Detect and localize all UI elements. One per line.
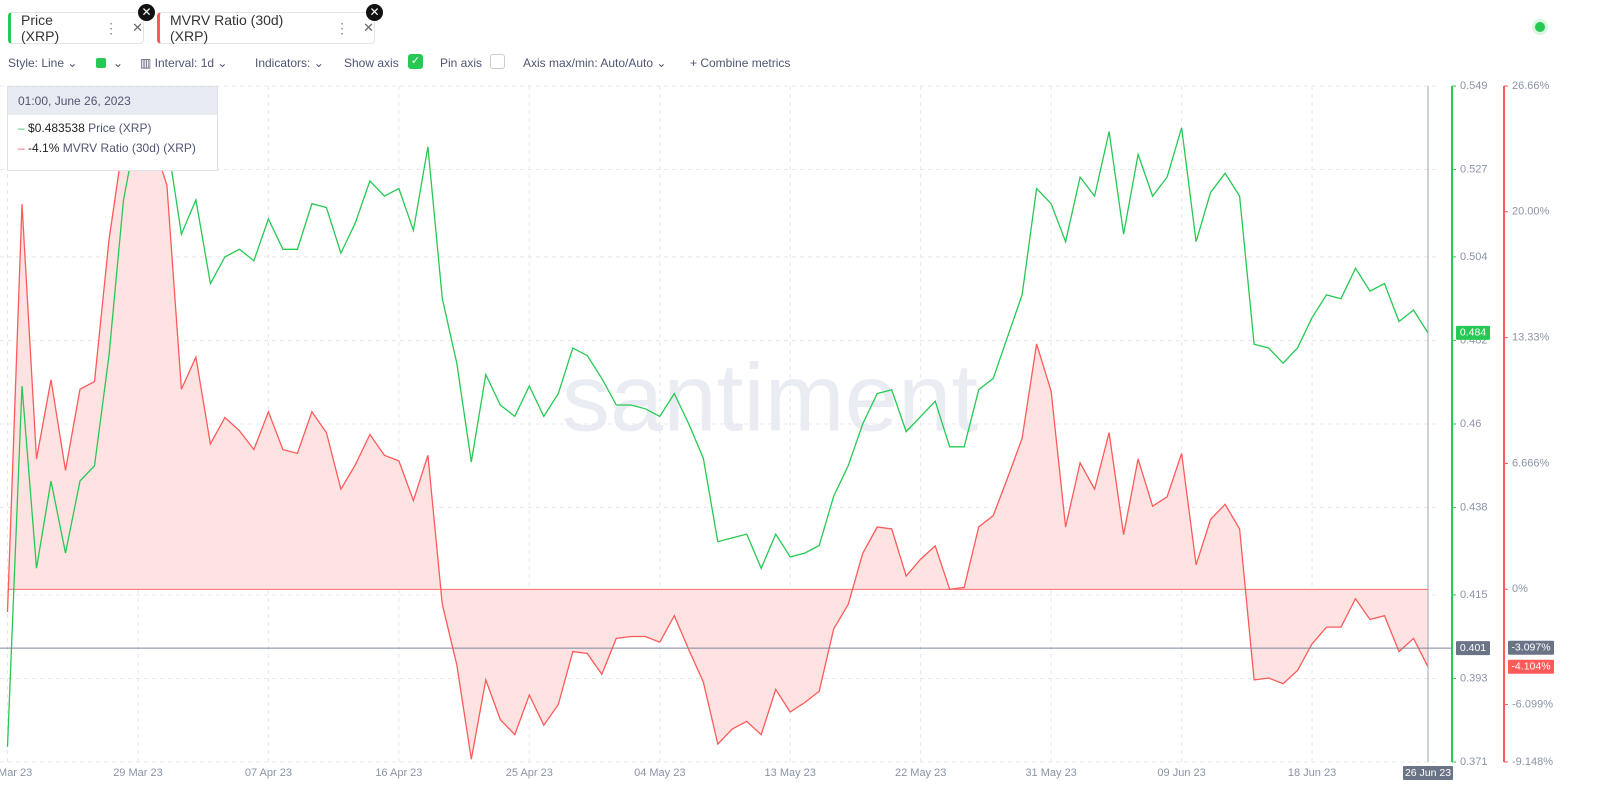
- last-value-label-bg: [1456, 325, 1490, 340]
- last-value-y2-label-bg: [1508, 659, 1554, 674]
- chip-label: MVRV Ratio (30d) (XRP): [170, 12, 284, 44]
- crosshair-x-label-bg: [1403, 766, 1453, 780]
- toolbar-label: Combine metrics: [700, 56, 791, 70]
- tooltip-value: -4.1%: [28, 141, 60, 155]
- toolbar-label: Interval: 1d: [154, 56, 215, 70]
- y-tick-label: 0.371: [1460, 756, 1488, 768]
- watermark: santiment: [562, 344, 978, 451]
- color-caret[interactable]: ⌄: [113, 56, 124, 70]
- area: [7, 111, 1428, 760]
- combine-metrics-button[interactable]: + Combine metrics: [690, 56, 791, 70]
- toolbar-label: Show axis: [344, 56, 399, 70]
- x-tick-label: 16 Apr 23: [375, 767, 422, 779]
- crosshair-x-label: 26 Jun 23: [1405, 767, 1451, 779]
- crosshair-y2-label-bg: [1508, 640, 1554, 655]
- x-tick-label: 20 Mar 23: [0, 767, 32, 779]
- tooltip-name: Price (XRP): [88, 121, 152, 135]
- toolbar-label: Axis max/min: Auto/Auto: [523, 56, 654, 70]
- x-tick-label: 07 Apr 23: [245, 767, 292, 779]
- last-value-label: 0.484: [1460, 327, 1486, 339]
- menu-icon[interactable]: ⋮: [335, 19, 350, 36]
- x-tick-label: 31 May 23: [1025, 767, 1076, 779]
- line: [6, 122, 1429, 747]
- x-tick-label: 09 Jun 23: [1157, 767, 1205, 779]
- y2-tick-label: 20.00%: [1512, 206, 1550, 218]
- style-select[interactable]: Style: Line ⌄: [8, 56, 78, 70]
- toolbar-label: Indicators:: [255, 56, 311, 70]
- x-tick-label: 25 Apr 23: [506, 767, 553, 779]
- y-tick-label: 0.415: [1460, 589, 1488, 601]
- y-tick-label: 0.438: [1460, 501, 1488, 513]
- pin-axis-toggle[interactable]: Pin axis: [440, 56, 482, 70]
- tooltip-row: – $0.483538 Price (XRP): [18, 121, 152, 135]
- crosshair-y2-label: -3.097%: [1511, 642, 1550, 654]
- close-button[interactable]: ✕: [138, 4, 155, 21]
- y2-tick-label: 26.66%: [1512, 80, 1550, 92]
- toolbar-label: Style: Line: [8, 56, 65, 70]
- y2-tick-label: 0%: [1512, 583, 1528, 595]
- close-button[interactable]: ✕: [366, 4, 383, 21]
- remove-icon[interactable]: ✕: [132, 20, 143, 35]
- crosshair-y-label: 0.401: [1460, 642, 1486, 654]
- toolbar-label: Pin axis: [440, 56, 483, 70]
- tooltip-row: – -4.1% MVRV Ratio (30d) (XRP): [18, 141, 196, 155]
- interval-select[interactable]: ▥ Interval: 1d ⌄: [140, 56, 228, 70]
- status-dot: [1535, 22, 1545, 32]
- x-tick-label: 22 May 23: [895, 767, 946, 779]
- chip-label: Price (XRP): [21, 12, 60, 44]
- y-tick-label: 0.549: [1460, 80, 1488, 92]
- last-value-y2-label: -4.104%: [1511, 661, 1550, 673]
- color-picker[interactable]: [96, 58, 106, 68]
- show-axis-toggle[interactable]: Show axis: [344, 56, 399, 70]
- y2-tick-label: 13.33%: [1512, 332, 1550, 344]
- y-tick-label: 0.527: [1460, 163, 1488, 175]
- tooltip: 01:00, June 26, 2023 – $0.483538 Price (…: [7, 86, 218, 171]
- checkbox[interactable]: ✓: [408, 54, 423, 69]
- y2-tick-label: -6.099%: [1512, 698, 1553, 710]
- x-tick-label: 29 Mar 23: [113, 767, 163, 779]
- line: [6, 110, 1429, 760]
- y-tick-label: 0.46: [1460, 418, 1481, 430]
- remove-icon[interactable]: ✕: [363, 20, 374, 35]
- y2-tick-label: -9.148%: [1512, 756, 1553, 768]
- crosshair-y-label-bg: [1456, 641, 1490, 656]
- x-tick-label: 18 Jun 23: [1288, 767, 1336, 779]
- y-tick-label: 0.393: [1460, 672, 1488, 684]
- menu-icon[interactable]: ⋮: [104, 19, 119, 36]
- checkbox[interactable]: [490, 54, 505, 69]
- x-tick-label: 13 May 23: [765, 767, 816, 779]
- y-tick-label: 0.504: [1460, 251, 1488, 263]
- tooltip-value: $0.483538: [28, 121, 85, 135]
- x-tick-label: 04 May 23: [634, 767, 685, 779]
- metric-chip[interactable]: Price (XRP) ⋮ ✕: [8, 12, 144, 44]
- axis-minmax-select[interactable]: Axis max/min: Auto/Auto ⌄: [523, 56, 667, 70]
- metric-chip[interactable]: MVRV Ratio (30d) (XRP) ⋮ ✕: [157, 12, 375, 44]
- tooltip-name: MVRV Ratio (30d) (XRP): [62, 141, 196, 155]
- y2-tick-label: 6.666%: [1512, 457, 1550, 469]
- tooltip-date: 01:00, June 26, 2023: [8, 87, 217, 115]
- indicators-select[interactable]: Indicators: ⌄: [255, 56, 324, 70]
